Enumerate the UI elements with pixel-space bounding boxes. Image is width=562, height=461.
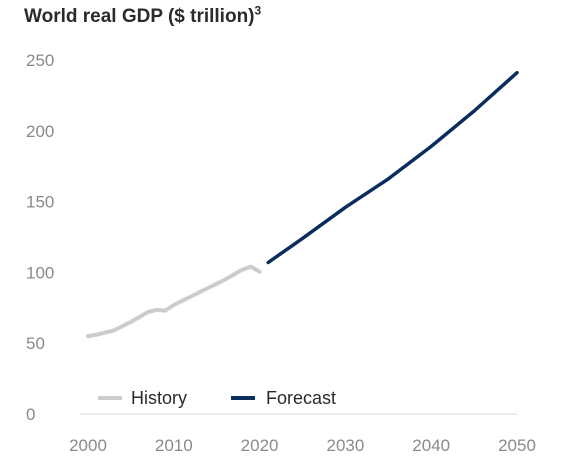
y-tick-label: 250: [26, 51, 54, 70]
x-tick-label: 2040: [412, 436, 450, 455]
y-tick-label: 50: [26, 334, 45, 353]
chart-title: World real GDP ($ trillion)3: [24, 3, 262, 28]
y-tick-label: 150: [26, 193, 54, 212]
y-tick-label: 200: [26, 122, 54, 141]
y-tick-label: 100: [26, 263, 54, 282]
x-tick-label: 2010: [155, 436, 193, 455]
y-tick-label: 0: [26, 405, 35, 424]
legend-label-forecast: Forecast: [266, 388, 336, 408]
x-tick-label: 2030: [326, 436, 364, 455]
series-line-forecast: [266, 70, 519, 265]
chart-title-superscript: 3: [254, 3, 262, 18]
chart-title-text: World real GDP ($ trillion): [24, 6, 255, 27]
legend-label-history: History: [131, 388, 187, 408]
x-tick-label: 2020: [241, 436, 279, 455]
x-tick-label: 2000: [69, 436, 107, 455]
x-tick-label: 2050: [498, 436, 536, 455]
series-line-history: [86, 264, 262, 339]
